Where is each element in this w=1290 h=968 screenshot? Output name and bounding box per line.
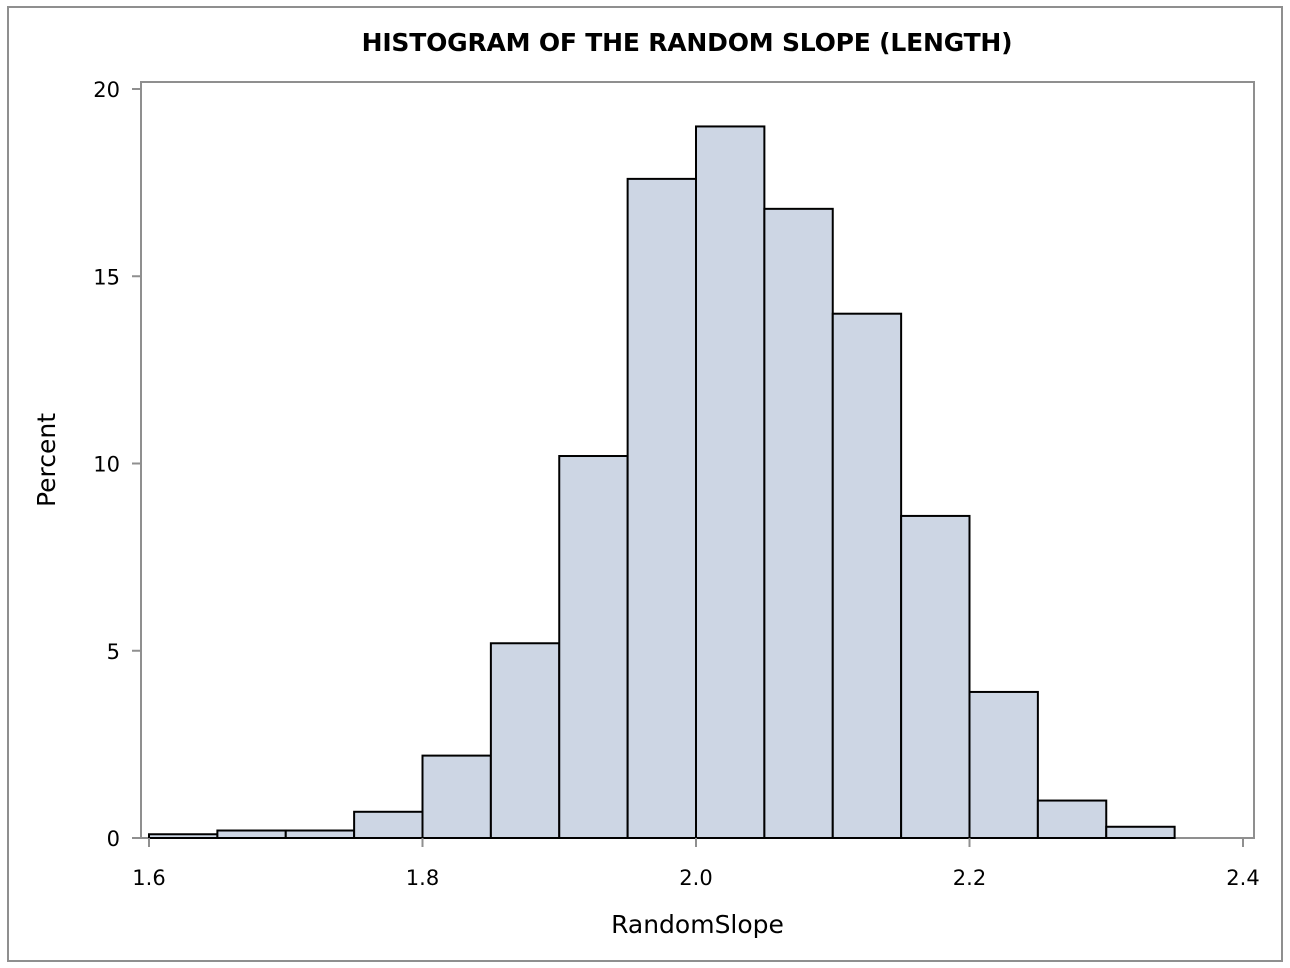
histogram-bar-6 [558, 455, 629, 839]
chart-title: HISTOGRAM OF THE RANDOM SLOPE (LENGTH) [361, 28, 1013, 57]
histogram-bar-9 [763, 207, 834, 839]
histogram-bar-11 [900, 514, 971, 839]
histogram-bar-13 [1036, 799, 1108, 839]
histogram-bar-7 [626, 177, 697, 839]
histogram-bar-2 [284, 829, 356, 840]
x-tick-label-1: 1.8 [406, 866, 439, 890]
x-tick-label-2: 2.0 [679, 866, 712, 890]
y-tick-label-4: 20 [93, 78, 120, 102]
histogram-bar-1 [216, 829, 287, 840]
histogram-bar-12 [968, 690, 1039, 839]
y-tick-label-1: 5 [107, 640, 120, 664]
y-axis-label: Percent [32, 413, 61, 507]
histogram-bar-8 [695, 125, 766, 839]
y-tick-label-3: 15 [93, 265, 120, 289]
histogram-bars [148, 125, 1176, 840]
histogram-bar-4 [421, 754, 492, 839]
histogram-bar-10 [831, 312, 903, 839]
histogram-bar-14 [1105, 825, 1176, 840]
x-tick-label-3: 2.2 [953, 866, 986, 890]
x-tick-label-0: 1.6 [132, 866, 165, 890]
x-axis-label: RandomSlope [611, 910, 784, 939]
y-tick-label-2: 10 [93, 453, 120, 477]
y-tick-label-0: 0 [107, 827, 120, 851]
histogram-bar-0 [148, 833, 219, 840]
histogram-bar-3 [353, 810, 424, 839]
x-tick-label-4: 2.4 [1226, 866, 1259, 890]
y-axis: 0 5 10 15 20 [93, 78, 141, 851]
histogram-bar-5 [489, 642, 561, 840]
x-axis: 1.6 1.8 2.0 2.2 2.4 [132, 838, 1260, 890]
